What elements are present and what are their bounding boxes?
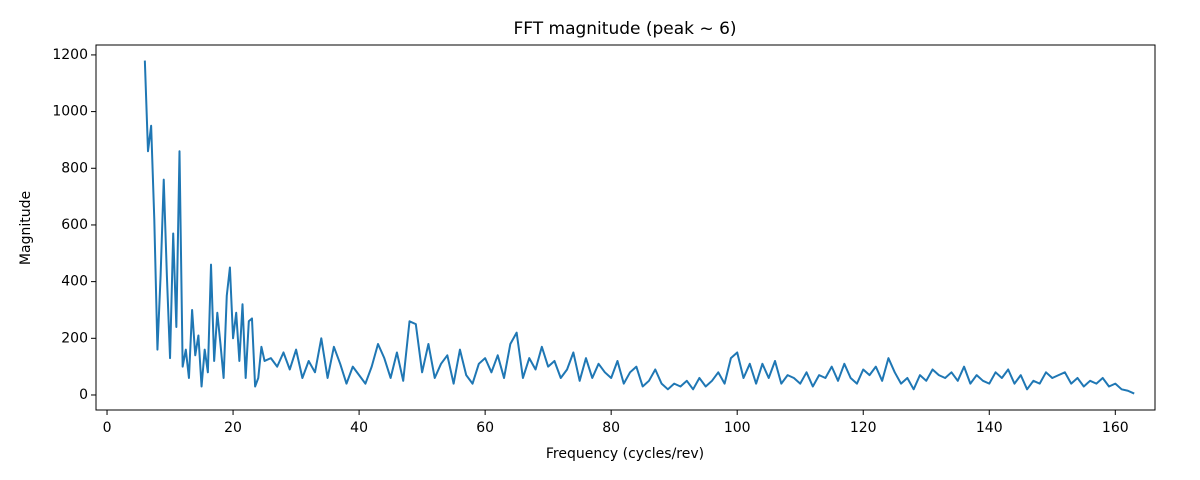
chart-title: FFT magnitude (peak ~ 6)	[513, 19, 736, 39]
x-tick-label: 60	[476, 420, 494, 436]
data-line	[143, 60, 1135, 395]
x-tick-label: 160	[1102, 420, 1129, 436]
y-axis-label: Magnitude	[18, 191, 34, 265]
plot-frame	[95, 44, 1156, 411]
y-tick-label: 800	[61, 160, 88, 176]
y-tick-label: 0	[79, 387, 88, 403]
y-tick-label: 1200	[52, 47, 88, 63]
x-tick-label: 0	[103, 420, 112, 436]
y-tick-label: 600	[61, 217, 88, 233]
x-tick-label: 120	[850, 420, 877, 436]
x-tick-label: 140	[976, 420, 1003, 436]
x-tick-label: 40	[350, 420, 368, 436]
y-tick-label: 1000	[52, 104, 88, 120]
y-tick-label: 200	[61, 330, 88, 346]
x-axis-label: Frequency (cycles/rev)	[546, 446, 704, 462]
y-tick-label: 400	[61, 274, 88, 290]
x-tick-label: 80	[602, 420, 620, 436]
x-tick-label: 20	[224, 420, 242, 436]
x-tick-label: 100	[724, 420, 751, 436]
